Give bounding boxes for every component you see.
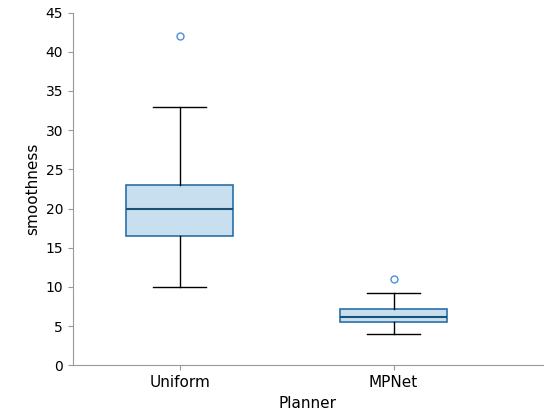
Y-axis label: smoothness: smoothness [25, 143, 40, 235]
PathPatch shape [126, 185, 233, 236]
PathPatch shape [340, 309, 447, 322]
X-axis label: Planner: Planner [279, 396, 337, 411]
